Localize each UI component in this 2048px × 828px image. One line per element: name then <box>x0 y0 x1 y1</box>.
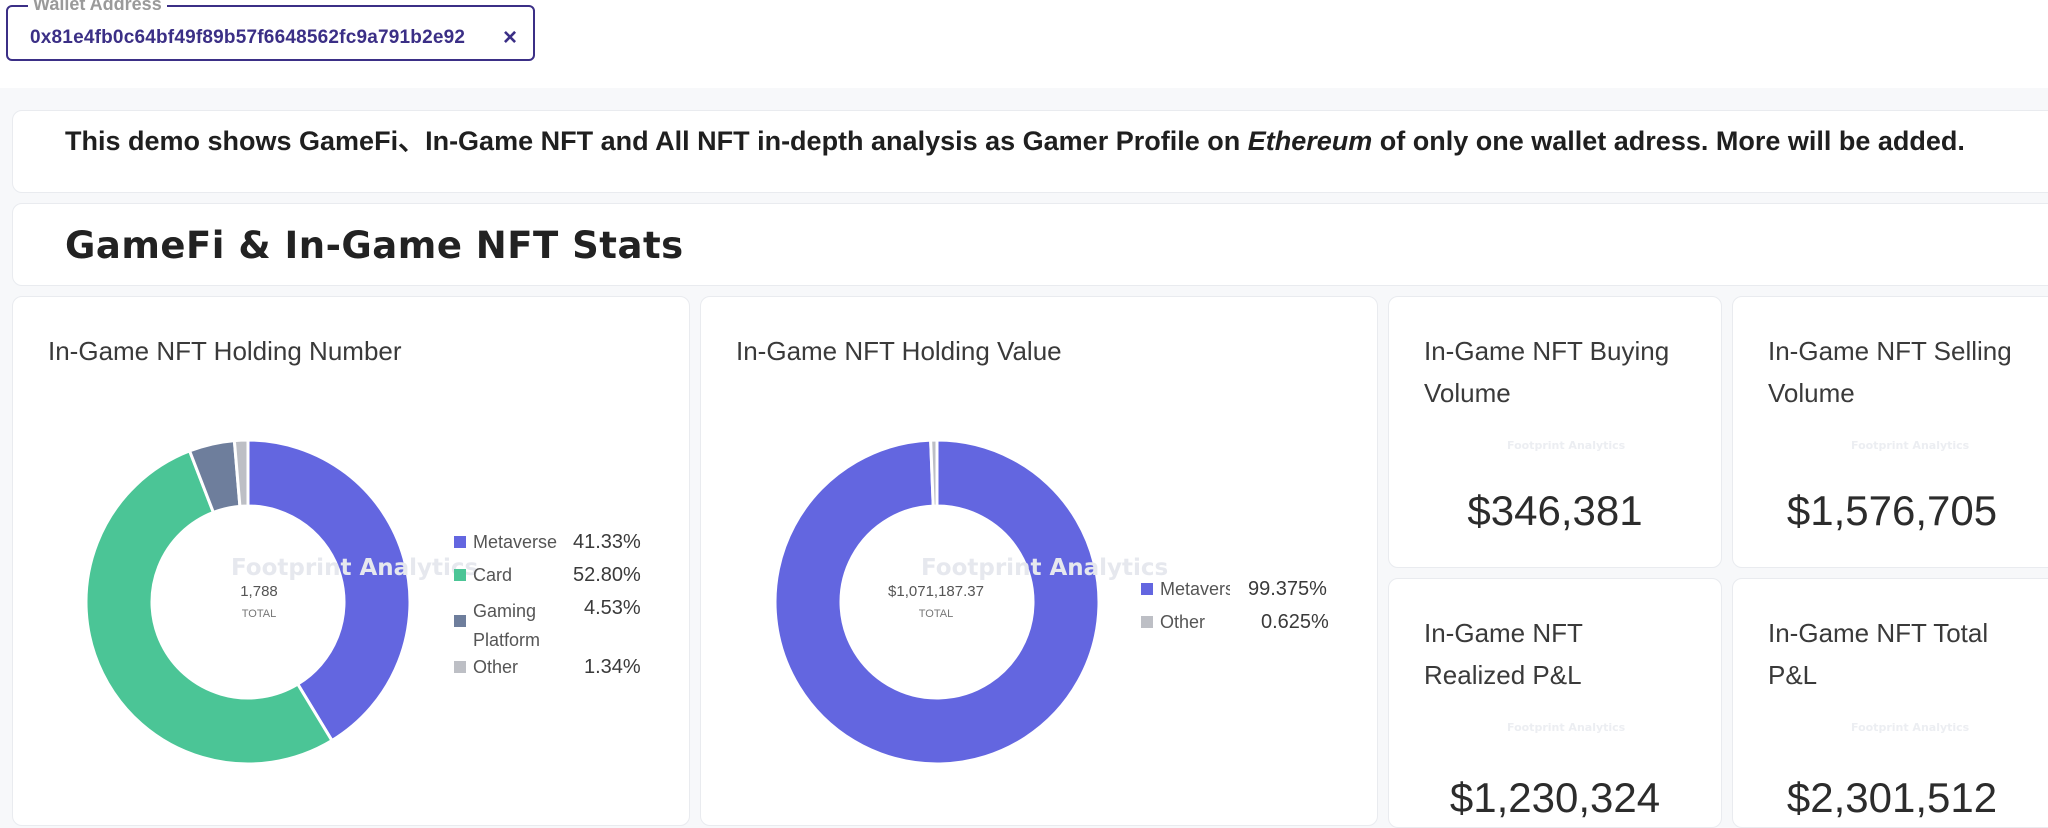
legend-value: 52.80% <box>573 564 641 586</box>
legend-value: 41.33% <box>573 531 641 553</box>
legend-label: Card <box>473 565 513 585</box>
holding-value-card: In-Game NFT Holding Value Footprint Anal… <box>700 296 1378 826</box>
holding-value-total: $1,071,187.37 <box>888 583 984 600</box>
section-header-card: GameFi & In-Game NFT Stats <box>12 203 2048 286</box>
legend-value: 1.34% <box>584 656 641 678</box>
stat-title: In-Game NFT Buying Volume <box>1424 336 1670 408</box>
wallet-address-label: Wallet Address <box>28 0 167 13</box>
intro-text: This demo shows GameFi、In-Game NFT and A… <box>65 126 1965 156</box>
total-pnl-card: In-Game NFT Total P&L Footprint Analytic… <box>1732 578 2048 828</box>
watermark: Footprint Analytics <box>1507 721 1626 734</box>
selling-volume-card: In-Game NFT Selling Volume Footprint Ana… <box>1732 296 2048 568</box>
holding-number-card: In-Game NFT Holding Number Footprint Ana… <box>12 296 690 826</box>
legend-swatch <box>454 615 466 627</box>
legend-label: Gaming Platform <box>473 601 541 650</box>
chain-name: Ethereum <box>1247 126 1373 156</box>
legend-label: Other <box>473 657 519 677</box>
stat-value: $2,301,512 <box>1786 774 1998 821</box>
stat-title: In-Game NFT Selling Volume <box>1768 336 2012 408</box>
wallet-address-field[interactable]: Wallet Address 0x81e4fb0c64bf49f89b57f66… <box>6 0 535 61</box>
watermark: Footprint Analytics <box>921 555 1169 581</box>
holding-number-donut <box>84 438 412 766</box>
legend-label: Metaverse <box>473 532 558 552</box>
stat-value: $1,230,324 <box>1449 774 1661 821</box>
holding-value-title: In-Game NFT Holding Value <box>736 336 1062 366</box>
clear-icon[interactable]: × <box>503 24 518 51</box>
stat-title: In-Game NFT Total P&L <box>1768 618 1989 690</box>
holding-number-total-label: TOTAL <box>241 608 277 620</box>
legend-swatch <box>1141 616 1153 628</box>
stat-title: In-Game NFT Realized P&L <box>1424 618 1583 690</box>
realized-pnl-card: In-Game NFT Realized P&L Footprint Analy… <box>1388 578 1722 828</box>
legend-value: 99.375% <box>1248 578 1327 600</box>
stat-value: $1,576,705 <box>1786 487 1998 534</box>
legend-swatch <box>454 569 466 581</box>
watermark: Footprint Analytics <box>1507 439 1626 452</box>
donut-slice-card[interactable] <box>84 448 335 766</box>
buying-volume-card: In-Game NFT Buying Volume Footprint Anal… <box>1388 296 1722 568</box>
holding-number-total: 1,788 <box>240 583 278 600</box>
wallet-address-value[interactable]: 0x81e4fb0c64bf49f89b57f6648562fc9a791b2e… <box>30 27 466 48</box>
legend-swatch <box>454 536 466 548</box>
holding-value-donut <box>773 438 1101 766</box>
legend-value: 0.625% <box>1261 611 1329 633</box>
top-bar: Wallet Address 0x81e4fb0c64bf49f89b57f66… <box>0 0 2048 88</box>
donut-slice-other[interactable] <box>232 438 250 508</box>
legend-label: Metaverse <box>1160 579 1230 599</box>
donut-slice-metaverse[interactable] <box>246 438 412 743</box>
holding-value-total-label: TOTAL <box>918 608 954 620</box>
watermark: Footprint Analytics <box>1851 721 1970 734</box>
stat-value: $346,381 <box>1467 487 1643 534</box>
legend-swatch <box>1141 583 1153 595</box>
legend-value: 4.53% <box>584 597 641 619</box>
watermark: Footprint Analytics <box>1851 439 1970 452</box>
watermark: Footprint Analytics <box>231 555 479 581</box>
donut-slice-metaverse[interactable] <box>773 438 1101 766</box>
legend-label: Other <box>1160 612 1206 632</box>
legend-swatch <box>454 661 466 673</box>
holding-number-title: In-Game NFT Holding Number <box>48 336 402 366</box>
donut-slice-other[interactable] <box>929 438 939 508</box>
section-title: GameFi & In-Game NFT Stats <box>65 224 684 267</box>
intro-card: This demo shows GameFi、In-Game NFT and A… <box>12 110 2048 193</box>
